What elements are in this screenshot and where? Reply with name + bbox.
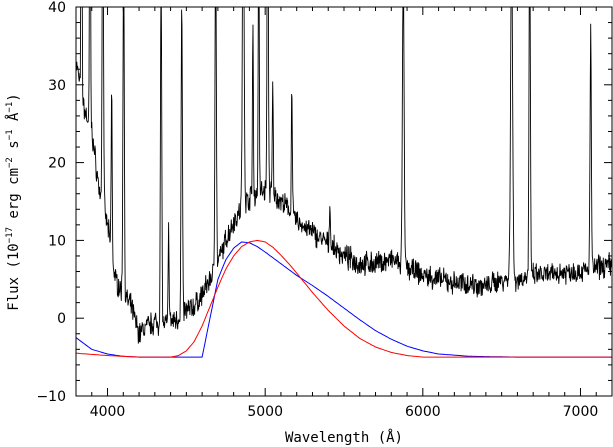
y-tick-label: −10 [36,389,66,405]
y-tick-label: 30 [48,78,66,94]
plot-area: 4000 5000 6000 7000 −10 0 10 20 30 40 [36,0,613,420]
y-tick-label: 10 [48,233,66,249]
x-axis-title: Wavelength (Å) [285,429,403,446]
series-layer [76,7,613,358]
y-axis-title-part: Flux (10 [6,243,22,310]
series-line-spectrum [76,7,613,344]
y-tick-label: 20 [48,156,66,172]
series-line-red [76,239,612,358]
y-axis-title-part: s [6,140,22,157]
y-axis-title-part: Å [5,112,22,129]
tick-layer: 4000 5000 6000 7000 −10 0 10 20 30 40 [36,0,613,420]
y-axis-title-exponent: −17 [5,227,15,243]
x-tick-label: 7000 [563,404,599,420]
y-axis-title-exponent: −1 [5,129,15,140]
x-tick-label: 4000 [90,404,126,420]
x-tick-label: 5000 [247,404,283,420]
plot-frame [75,6,613,397]
x-tick-label: 6000 [405,404,441,420]
y-axis-title-part: ) [6,93,22,101]
y-tick-label: 0 [57,311,66,327]
y-axis-title-exponent: −2 [5,157,15,168]
y-tick-label: 40 [48,0,66,16]
y-axis-title-part: erg cm [6,168,22,227]
y-axis-title-exponent: −1 [5,102,15,113]
y-axis-title: Flux (10−17 erg cm−2 s−1 Å−1) [5,93,22,310]
